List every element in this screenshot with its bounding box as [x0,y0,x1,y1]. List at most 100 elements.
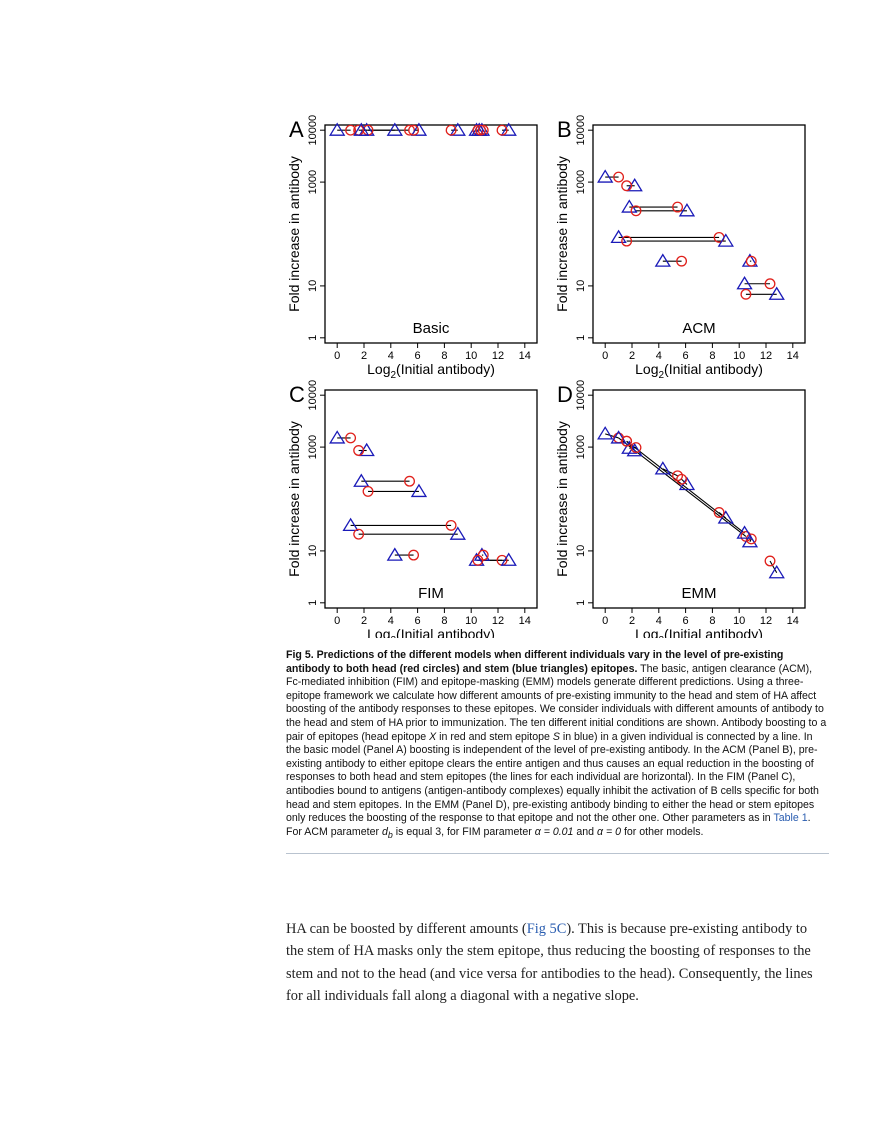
x-axis-label: Log2(Initial antibody) [367,361,495,381]
x-tick-label: 14 [787,615,799,627]
caption-text: is equal 3, for FIM parameter [392,825,535,838]
stem-triangle-marker [342,517,359,532]
stem-triangle-marker [610,229,627,244]
stem-triangle-marker [500,552,517,566]
y-tick-label: 10000 [307,380,319,411]
x-tick-label: 4 [656,350,662,362]
head-circle-marker [445,124,457,136]
head-circle-marker [621,235,633,247]
body-text: ). This is because pre-existing antibody… [286,921,813,1004]
caption-text: and [573,825,597,838]
head-circle-marker [745,533,757,545]
stem-triangle-marker [449,526,466,540]
plot-frame [592,124,806,344]
y-axis-label: Fold increase in antibody [554,156,570,312]
head-circle-marker [630,205,642,217]
figure-5: 0 2 4 6 8 10 12 14 1 10 1000 10000 A Basic Log2(Initia… [283,108,820,638]
head-circle-marker [408,549,420,561]
head-circle-marker [764,278,776,290]
y-tick-label: 10000 [575,115,587,146]
stem-triangle-marker [353,122,370,136]
caption-text: . For ACM parameter [286,812,811,838]
caption-alpha-fim: α = 0.01 [534,825,574,838]
x-axis-label: Log2(Initial antibody) [367,626,495,638]
model-label: ACM [682,320,715,337]
x-tick-label: 6 [683,615,689,627]
caption-text: The basic, antigen clearance (ACM), Fc-m… [286,662,827,743]
y-tick-label: 10 [307,545,319,557]
stem-triangle-marker [353,473,370,487]
x-tick-label: 0 [602,615,608,627]
stem-triangle-marker [386,547,403,561]
stem-triangle-marker [449,122,466,136]
head-circle-marker [713,507,725,518]
panel-letter: D [557,382,573,407]
figure-caption: Fig 5. Predictions of the different mode… [286,649,828,842]
pair-connector-line [618,437,747,537]
x-tick-label: 8 [709,615,715,627]
head-circle-marker [408,124,420,136]
y-tick-label: 10000 [575,380,587,411]
stem-triangle-marker [621,199,638,213]
x-tick-label: 4 [388,615,394,627]
table-1-link[interactable]: Table 1 [773,812,808,825]
y-tick-label: 1 [575,600,587,606]
stem-triangle-marker [768,564,785,579]
stem-triangle-marker [329,430,346,444]
stem-triangle-marker [717,510,734,524]
x-tick-label: 10 [733,350,745,362]
x-tick-label: 10 [465,615,477,627]
x-tick-label: 2 [629,615,635,627]
stem-triangle-marker [654,461,671,475]
x-tick-label: 8 [441,615,447,627]
caption-param-d-sub: b [387,829,393,840]
x-tick-label: 4 [656,615,662,627]
y-tick-label: 10 [575,545,587,557]
head-circle-marker [404,475,416,487]
stem-triangle-marker [621,440,638,454]
fig-5c-link[interactable]: Fig 5C [526,921,567,937]
x-tick-label: 12 [492,350,504,362]
plot-frame [592,389,806,609]
stem-triangle-marker [597,169,614,183]
stem-triangle-marker [500,122,517,136]
x-axis-label: Log2(Initial antibody) [635,361,763,381]
head-circle-marker [362,485,374,497]
head-circle-marker [472,554,484,566]
figure-5-panels: 0 2 4 6 8 10 12 14110100010000ABasicLog2(Initia… [286,115,806,638]
y-axis-label: Fold increase in antibody [554,421,570,577]
x-tick-label: 2 [361,350,367,362]
x-tick-label: 0 [602,350,608,362]
head-circle-marker [475,124,487,136]
caption-text: in red and stem epitope [436,730,553,743]
stem-triangle-marker [610,430,627,444]
stem-triangle-marker [597,426,614,440]
y-tick-label: 1 [575,335,587,341]
x-tick-label: 2 [629,350,635,362]
pair-connector-line [769,560,778,573]
stem-triangle-marker [736,525,753,539]
x-axis-label: Log2(Initial antibody) [635,626,763,638]
x-tick-label: 0 [334,350,340,362]
head-circle-marker [496,124,508,136]
x-tick-label: 6 [415,615,421,627]
model-label: EMM [682,585,717,602]
y-tick-label: 10 [575,280,587,292]
head-circle-marker [613,171,625,183]
caption-alpha-other: α = 0 [597,825,622,838]
x-tick-label: 0 [334,615,340,627]
y-axis-label: Fold increase in antibody [286,156,302,312]
pair-connector-line [605,433,619,439]
head-circle-marker [345,432,357,444]
head-circle-marker [630,442,642,454]
head-circle-marker [621,435,633,447]
panel-letter: C [289,382,305,407]
y-tick-label: 1 [307,335,319,341]
stem-triangle-marker [386,122,403,136]
caption-var-x: X [429,730,437,743]
model-label: FIM [418,585,444,602]
y-tick-label: 1000 [575,435,587,459]
head-circle-marker [745,255,757,267]
y-tick-label: 1000 [575,170,587,194]
